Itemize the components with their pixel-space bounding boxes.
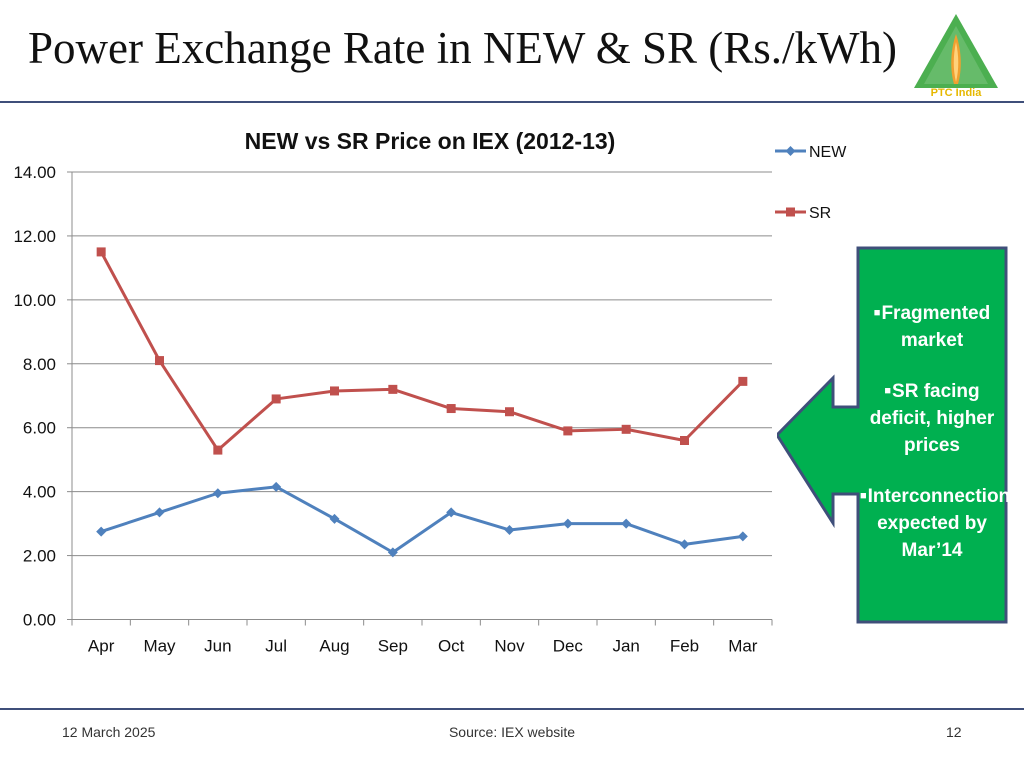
- legend-item-new: NEW: [775, 144, 847, 161]
- data-point-sr: [155, 356, 164, 366]
- data-point-sr: [388, 384, 398, 394]
- data-point-sr: [330, 386, 339, 396]
- bullet-icon: ■: [873, 307, 881, 319]
- data-point-new: [562, 518, 573, 529]
- series-line-sr: [99, 251, 744, 452]
- x-tick-label: Jul: [265, 637, 287, 656]
- legend-item-sr: SR: [775, 205, 831, 222]
- callout-text: ■Fragmented market ■SR facing deficit, h…: [860, 300, 1011, 588]
- data-point-sr: [563, 426, 573, 436]
- line-chart: NEW vs SR Price on IEX (2012-13) 0.00 2.0…: [13, 128, 847, 656]
- data-point-new: [446, 507, 457, 518]
- bullet-icon: ■: [884, 385, 892, 397]
- legend-marker-sr: [786, 207, 795, 217]
- x-tick-label: Mar: [728, 637, 758, 656]
- data-point-sr: [446, 404, 456, 414]
- data-point-sr: [680, 436, 689, 445]
- data-point-sr: [738, 376, 748, 386]
- legend-label-sr: SR: [809, 205, 831, 222]
- logo-wordmark: PTC India: [931, 87, 983, 98]
- data-point-sr: [213, 445, 223, 455]
- data-point-new: [621, 518, 632, 529]
- x-tick-label: Jan: [612, 637, 639, 656]
- legend-marker-new: [785, 146, 796, 156]
- title-divider: [0, 101, 1024, 103]
- data-point-new: [679, 539, 690, 550]
- x-tick-label: Oct: [438, 637, 465, 656]
- data-point-new: [737, 531, 748, 542]
- chart-legend: NEW SR: [775, 144, 847, 222]
- data-point-sr: [96, 247, 106, 257]
- series-sr: [96, 247, 748, 455]
- data-point-sr: [271, 394, 281, 404]
- page-number: 12: [946, 724, 962, 740]
- x-tick-label: Sep: [378, 637, 408, 656]
- data-point-sr: [505, 407, 514, 417]
- footer-date: 12 March 2025: [62, 724, 156, 740]
- data-point-sr: [621, 424, 631, 434]
- y-axis-tick-labels: 0.00 2.00 4.00 6.00 8.00 10.00 12.00 14.00: [13, 163, 56, 630]
- callout-item-3: ■Interconnection expected by Mar’14: [860, 486, 1011, 561]
- data-point-new: [96, 526, 107, 537]
- slide-title: Power Exchange Rate in NEW & SR (Rs./kWh…: [28, 23, 898, 73]
- x-tick-label: May: [143, 637, 176, 656]
- chart-gridlines: [72, 171, 772, 557]
- callout-item-2: ■SR facing deficit, higher prices: [869, 381, 995, 456]
- data-point-new: [329, 513, 340, 524]
- x-tick-label: Aug: [319, 637, 349, 656]
- footer-divider: [0, 708, 1024, 710]
- y-tick-label: 8.00: [23, 355, 56, 374]
- chart-axes: [67, 171, 773, 626]
- data-point-new: [387, 547, 398, 558]
- bullet-icon: ■: [860, 490, 867, 502]
- chart-series: [96, 247, 748, 558]
- y-tick-label: 2.00: [23, 547, 56, 566]
- x-tick-label: Nov: [494, 637, 525, 656]
- legend-label-new: NEW: [809, 144, 847, 161]
- x-axis-tick-labels: Apr May Jun Jul Aug Sep Oct Nov Dec Jan Feb Mar: [88, 637, 758, 656]
- x-tick-label: Feb: [670, 637, 699, 656]
- ptc-india-logo: PTC India: [914, 14, 998, 98]
- footer-source: Source: IEX website: [448, 724, 576, 740]
- y-tick-label: 10.00: [13, 291, 56, 310]
- data-point-new: [212, 488, 223, 499]
- callout-arrow-box: [777, 246, 1008, 624]
- y-tick-label: 6.00: [23, 419, 56, 438]
- x-tick-label: Apr: [88, 637, 115, 656]
- data-point-new: [271, 481, 282, 492]
- series-line-new: [100, 485, 744, 554]
- callout-item-1: ■Fragmented market: [873, 303, 991, 351]
- series-new: [96, 481, 748, 558]
- data-point-new: [154, 507, 165, 518]
- y-tick-label: 12.00: [13, 227, 56, 246]
- data-point-new: [504, 525, 515, 535]
- x-tick-label: Jun: [204, 637, 231, 656]
- y-tick-label: 4.00: [23, 483, 56, 502]
- y-tick-label: 14.00: [13, 163, 56, 182]
- y-tick-label: 0.00: [23, 611, 56, 630]
- x-tick-label: Dec: [553, 637, 584, 656]
- chart-title: NEW vs SR Price on IEX (2012-13): [245, 128, 616, 154]
